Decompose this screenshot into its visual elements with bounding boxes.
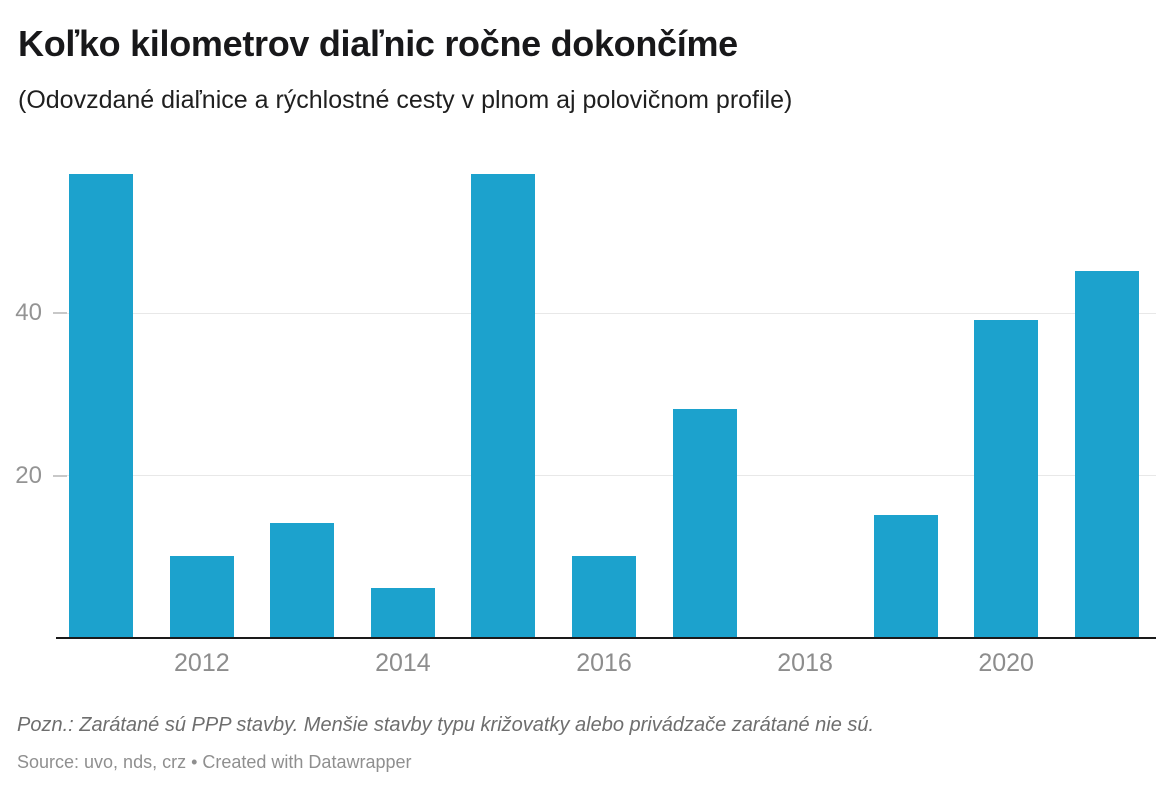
y-axis-label-40: 40 [15,299,42,326]
bar-2021[interactable] [1075,271,1139,637]
bar-2011[interactable] [69,174,133,637]
x-axis-label-2018: 2018 [777,649,833,677]
bar-2017[interactable] [673,409,737,637]
bar-2012[interactable] [170,556,234,637]
bar-2015[interactable] [471,174,535,637]
y-axis-tick-40 [53,312,67,314]
bar-chart-plot-area: 20 40 2012 2014 2016 2018 2020 [0,150,1172,690]
bar-2019[interactable] [874,515,938,637]
gridline-20 [57,475,1156,476]
page-subtitle: (Odovzdané diaľnice a rýchlostné cesty v… [18,86,793,114]
bar-2016[interactable] [572,556,636,637]
y-axis-label-20: 20 [15,461,42,489]
x-axis-baseline [56,637,1156,639]
y-axis-tick-20 [53,474,67,477]
page-title: Koľko kilometrov diaľnic ročne dokončíme [18,23,738,64]
x-axis-label-2012: 2012 [174,649,230,677]
bar-2014[interactable] [371,588,435,637]
bar-2013[interactable] [270,523,334,637]
x-axis-label-2020: 2020 [978,649,1034,677]
bar-2020[interactable] [974,320,1038,637]
gridline-40 [57,312,1156,314]
chart-source: Source: uvo, nds, crz • Created with Dat… [17,752,412,772]
x-axis-label-2016: 2016 [576,649,632,677]
chart-note: Pozn.: Zarátané sú PPP stavby. Menšie st… [17,714,875,736]
x-axis-label-2014: 2014 [375,649,431,677]
